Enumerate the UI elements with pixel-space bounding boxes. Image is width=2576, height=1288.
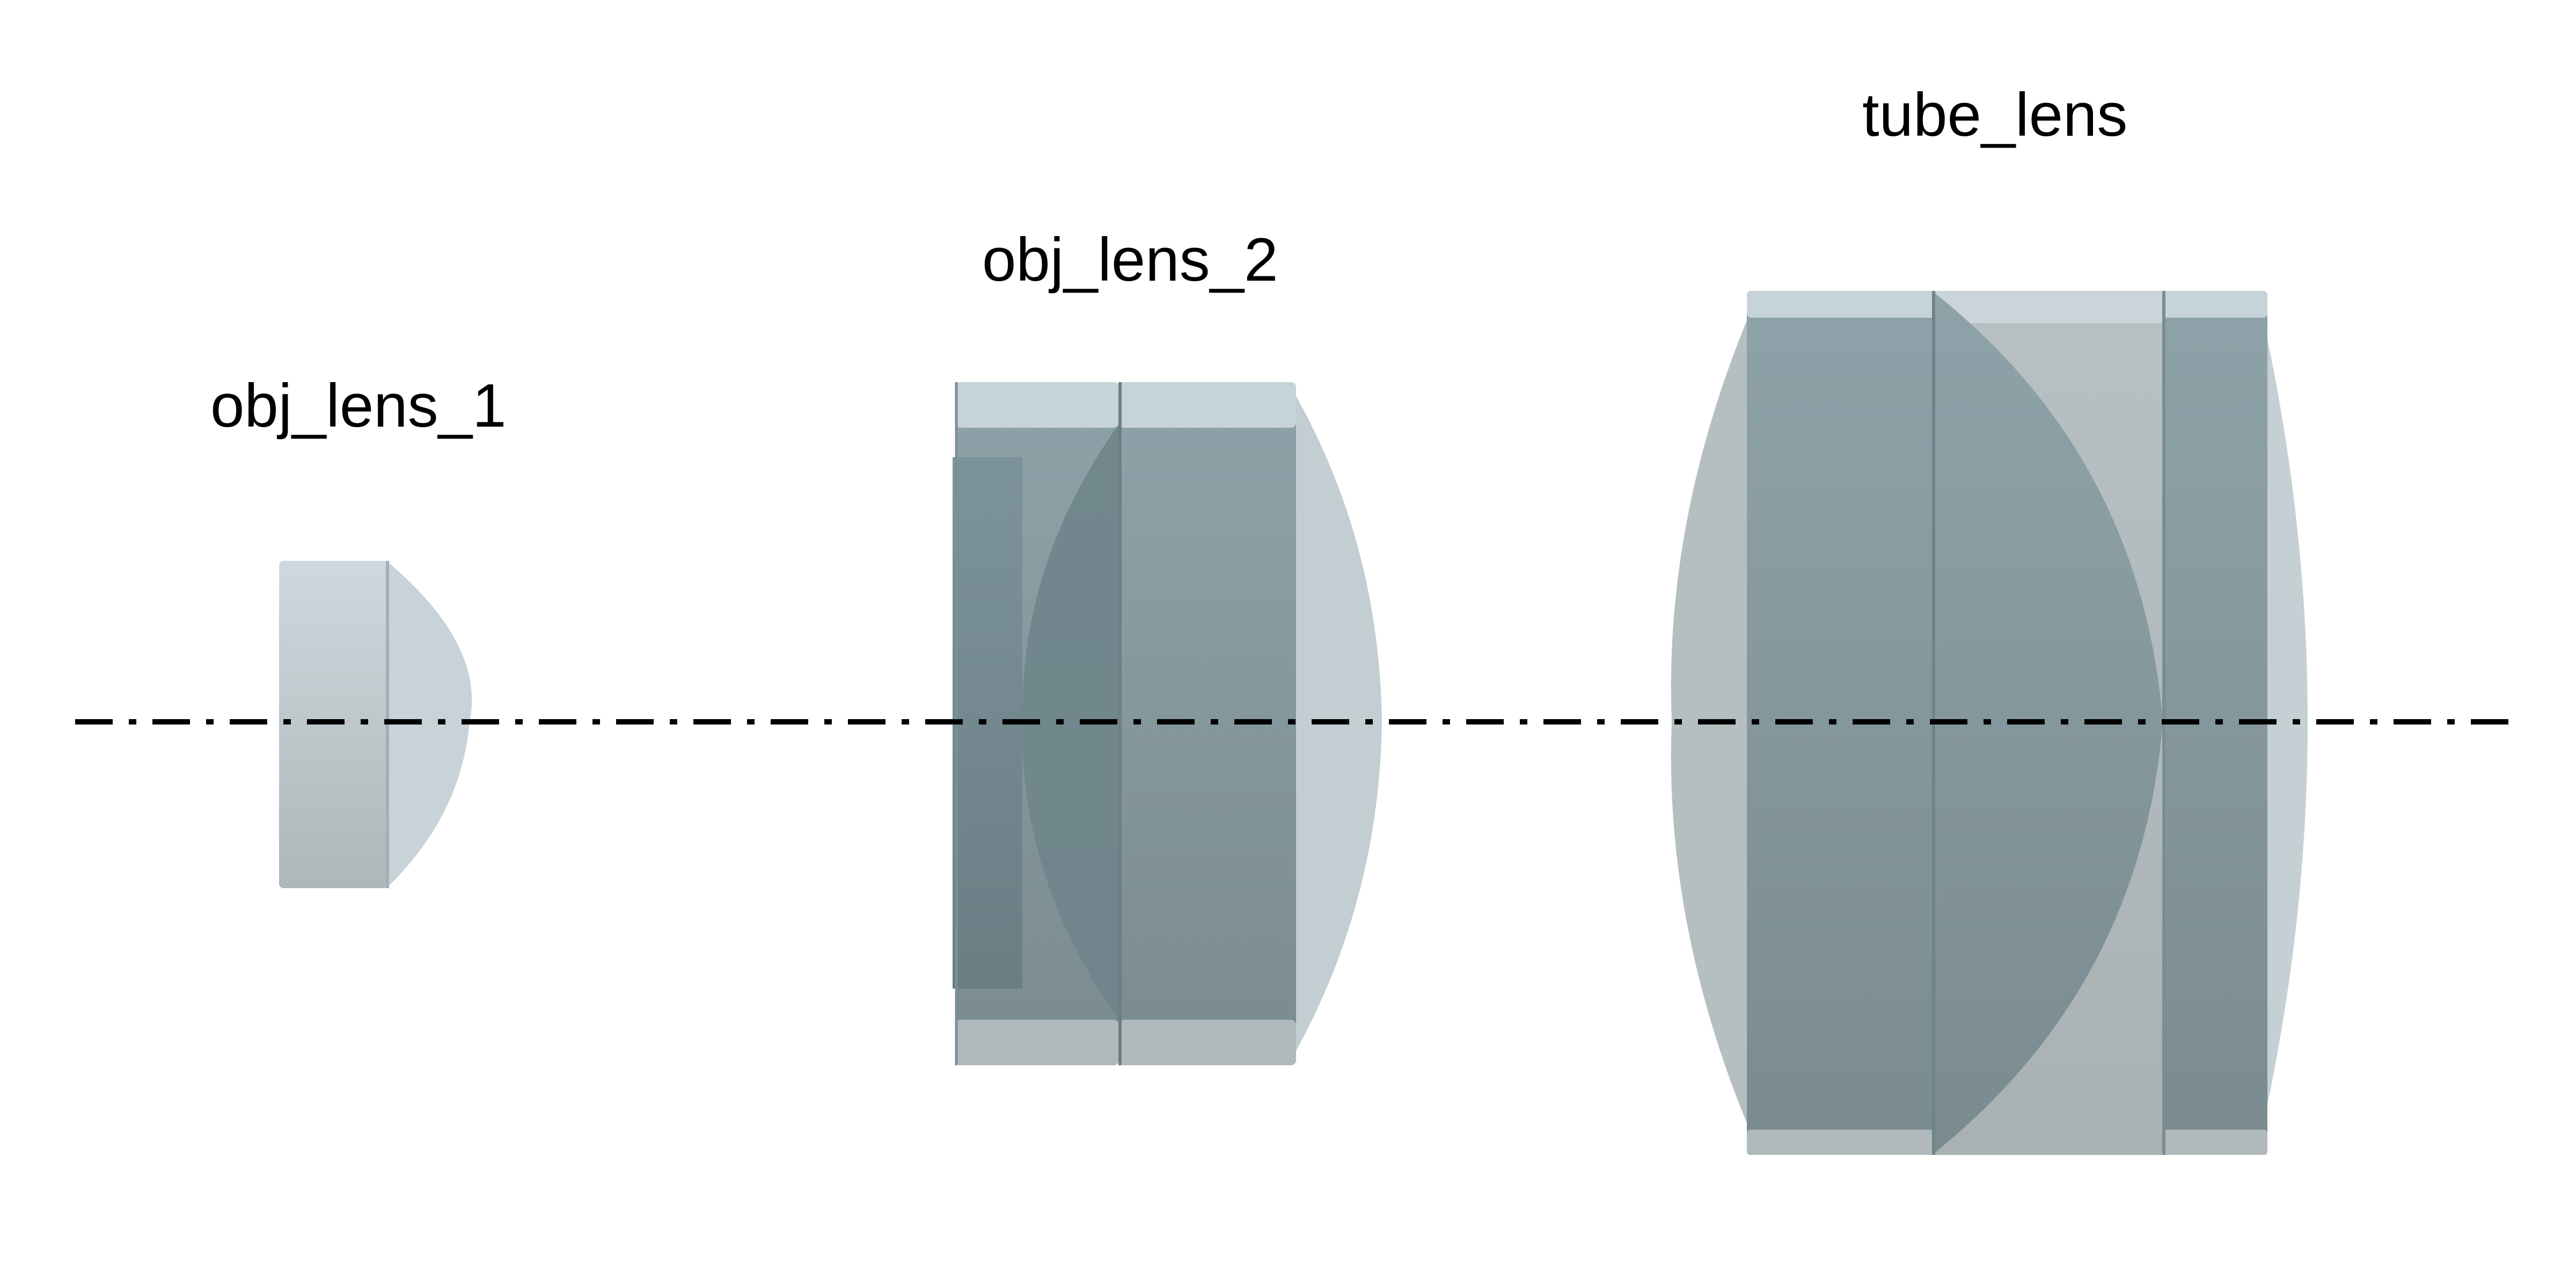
- obj-lens-2-label: obj_lens_2: [982, 226, 1278, 294]
- tube-lens-label: tube_lens: [1862, 81, 2128, 149]
- obj-lens-2-rear-element: [1119, 382, 1296, 1065]
- tube-lens-last-element: [2163, 291, 2267, 1155]
- tube-lens-meniscus: [1932, 291, 2163, 1155]
- tube-lens-first-element: [1747, 291, 1935, 1155]
- tube-lens-rear-convex-surface: [2262, 314, 2308, 1130]
- obj-lens-1-label: obj_lens_1: [210, 372, 507, 440]
- obj-lens-2: [953, 382, 1382, 1065]
- tube-lens: [1671, 291, 2308, 1155]
- obj-lens-1-convex-surface: [386, 561, 472, 888]
- obj-lens-2-interface: [1022, 424, 1119, 1020]
